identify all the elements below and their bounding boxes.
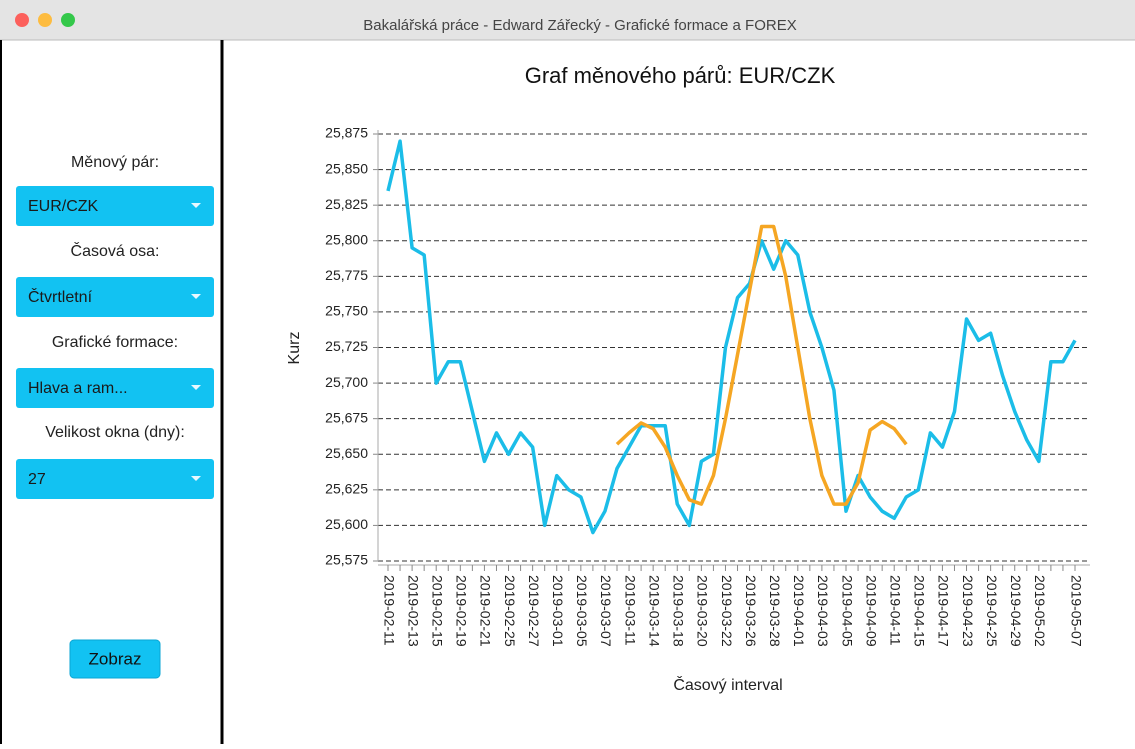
x-tick-label: 2019-03-05 <box>574 575 590 647</box>
x-axis-title: Časový interval <box>673 675 782 694</box>
time-label: Časová osa: <box>71 241 160 260</box>
x-tick-label: 2019-02-27 <box>526 575 542 647</box>
x-tick-label: 2019-04-01 <box>791 575 807 647</box>
window-title: Bakalářská práce - Edward Zářecký - Graf… <box>363 17 796 34</box>
x-tick-label: 2019-02-11 <box>381 575 397 646</box>
x-tick-label: 2019-04-15 <box>912 575 928 647</box>
x-tick-label: 2019-02-25 <box>502 575 518 647</box>
x-tick-label: 2019-02-19 <box>454 575 470 647</box>
y-tick-label: 25,800 <box>325 231 368 247</box>
close-button[interactable] <box>15 13 29 27</box>
time-dropdown[interactable] <box>16 277 214 317</box>
y-tick-label: 25,650 <box>325 445 368 461</box>
x-tick-label: 2019-03-20 <box>695 575 711 647</box>
x-tick-label: 2019-03-18 <box>671 575 687 647</box>
y-tick-label: 25,675 <box>325 409 368 425</box>
pair-dropdown[interactable] <box>16 186 214 226</box>
minimize-button[interactable] <box>38 13 52 27</box>
x-tick-label: 2019-03-11 <box>622 575 638 646</box>
dropdown-arrow <box>191 385 201 390</box>
pair-value: EUR/CZK <box>28 198 99 215</box>
zoom-button[interactable] <box>61 13 75 27</box>
window-dropdown[interactable] <box>16 459 214 499</box>
dropdown-arrow <box>191 476 201 481</box>
x-tick-label: 2019-04-09 <box>863 575 879 647</box>
y-tick-label: 25,825 <box>325 196 368 212</box>
data-line <box>615 224 908 506</box>
x-tick-label: 2019-03-07 <box>598 575 614 647</box>
x-tick-label: 2019-02-21 <box>478 575 494 647</box>
x-tick-label: 2019-04-03 <box>815 575 831 647</box>
x-tick-label: 2019-03-28 <box>767 575 783 647</box>
x-tick-label: 2019-04-29 <box>1008 575 1024 647</box>
x-tick-label: 2019-02-13 <box>405 575 421 647</box>
window-label: Velikost okna (dny): <box>45 424 185 441</box>
time-value: Čtvrtletní <box>28 287 93 306</box>
x-tick-label: 2019-05-02 <box>1032 575 1048 647</box>
y-tick-label: 25,725 <box>325 338 368 354</box>
x-tick-label: 2019-03-01 <box>550 575 566 647</box>
x-tick-label: 2019-04-05 <box>839 575 855 647</box>
y-tick-label: 25,875 <box>325 125 368 141</box>
y-tick-label: 25,600 <box>325 516 368 532</box>
data-line <box>386 139 1077 535</box>
show-button-label: Zobraz <box>89 649 142 668</box>
show-button[interactable] <box>69 639 161 679</box>
pattern-label: Grafické formace: <box>52 334 178 351</box>
chart-title: Graf měnového párů: EUR/CZK <box>525 63 836 88</box>
y-tick-label: 25,700 <box>325 374 368 390</box>
x-tick-label: 2019-03-26 <box>743 575 759 647</box>
window-value: 27 <box>28 471 46 488</box>
x-tick-label: 2019-04-23 <box>960 575 976 647</box>
dropdown-arrow <box>191 294 201 299</box>
x-tick-label: 2019-04-11 <box>888 575 904 646</box>
pattern-value: Hlava a ram... <box>28 380 128 397</box>
y-tick-label: 25,850 <box>325 160 368 176</box>
x-tick-label: 2019-02-15 <box>430 575 446 647</box>
y-tick-label: 25,775 <box>325 267 368 283</box>
y-tick-label: 25,625 <box>325 481 368 497</box>
y-tick-label: 25,575 <box>325 552 368 568</box>
x-tick-label: 2019-04-25 <box>984 575 1000 647</box>
y-axis-title: Kurz <box>286 332 303 365</box>
title-bar <box>0 0 1135 40</box>
x-tick-label: 2019-03-22 <box>719 575 735 647</box>
x-tick-label: 2019-04-17 <box>936 575 952 647</box>
y-tick-label: 25,750 <box>325 303 368 319</box>
dropdown-arrow <box>191 203 201 208</box>
pair-label: Měnový pár: <box>71 154 159 171</box>
pattern-dropdown[interactable] <box>16 368 214 408</box>
x-tick-label: 2019-05-07 <box>1068 575 1084 647</box>
x-tick-label: 2019-03-14 <box>646 575 662 647</box>
